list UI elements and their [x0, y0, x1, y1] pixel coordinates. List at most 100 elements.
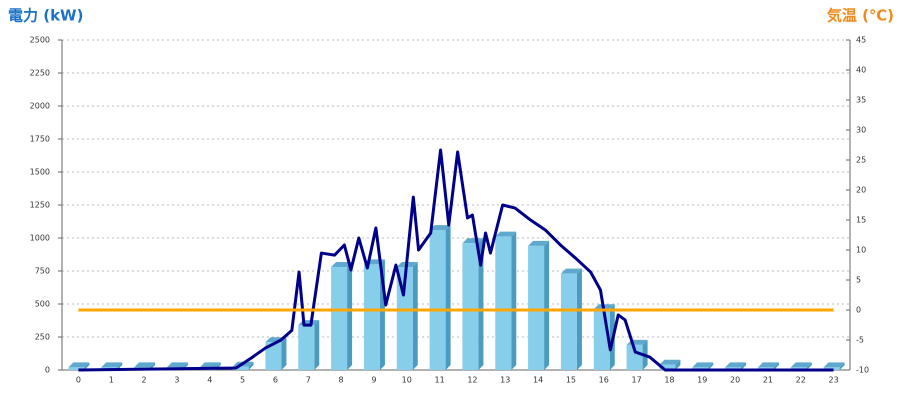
- bar: [429, 225, 451, 370]
- y2-tick-label: 30: [856, 126, 866, 135]
- bar-top: [528, 240, 550, 246]
- x-tick-label: 18: [664, 376, 674, 385]
- bar-top: [199, 362, 221, 368]
- bar-front: [528, 245, 545, 370]
- bar-front: [462, 243, 479, 370]
- bar: [560, 268, 582, 370]
- bar-side: [412, 262, 418, 370]
- x-tick-label: 2: [142, 376, 147, 385]
- bar-top: [331, 262, 353, 268]
- y-tick-label: 2000: [30, 102, 50, 111]
- x-tick-label: 1: [109, 376, 114, 385]
- bar-top: [560, 268, 582, 274]
- x-tick-label: 21: [763, 376, 773, 385]
- bar-side: [741, 362, 747, 370]
- bar: [659, 359, 681, 370]
- bar-front: [659, 364, 676, 370]
- y2-tick-label: 45: [856, 36, 866, 45]
- x-tick-label: 11: [434, 376, 444, 385]
- bar-side: [314, 320, 320, 370]
- bar-side: [84, 362, 90, 370]
- y-tick-label: 1250: [30, 201, 50, 210]
- bar-top: [134, 362, 156, 368]
- x-tick-label: 5: [240, 376, 245, 385]
- y-tick-label: 750: [35, 267, 50, 276]
- y2-tick-label: 15: [856, 216, 866, 225]
- bar-front: [363, 264, 380, 370]
- y-tick-label: 500: [35, 300, 50, 309]
- x-tick-label: 19: [697, 376, 707, 385]
- bar-side: [576, 268, 582, 370]
- y2-tick-label: 0: [856, 306, 861, 315]
- bar-top: [659, 359, 681, 365]
- bar-side: [675, 359, 681, 370]
- bar-front: [265, 342, 282, 370]
- y2-tick-label: 35: [856, 96, 866, 105]
- x-tick-label: 0: [76, 376, 81, 385]
- y2-tick-label: 5: [856, 276, 861, 285]
- x-tick-label: 6: [273, 376, 278, 385]
- x-tick-label: 14: [533, 376, 543, 385]
- bar-side: [248, 361, 254, 370]
- x-tick-label: 15: [566, 376, 576, 385]
- bar-side: [806, 362, 812, 370]
- y-tick-label: 0: [45, 366, 50, 375]
- bar: [298, 320, 320, 370]
- bar-side: [544, 240, 550, 370]
- bar-front: [298, 325, 315, 370]
- y2-tick-label: -5: [856, 336, 864, 345]
- x-tick-label: 20: [730, 376, 740, 385]
- bar-top: [790, 362, 812, 368]
- bar-top: [495, 231, 517, 237]
- y2-axis-title: 気温 (℃): [827, 7, 894, 25]
- bar-top: [68, 362, 90, 368]
- bar-front: [232, 366, 249, 370]
- y-axis-title: 電力 (kW): [8, 7, 83, 25]
- y2-tick-label: -10: [856, 366, 869, 375]
- x-tick-label: 4: [207, 376, 212, 385]
- bar-side: [281, 337, 287, 370]
- bar: [331, 262, 353, 370]
- bar: [528, 240, 550, 370]
- bar-side: [839, 362, 845, 370]
- bar-top: [725, 362, 747, 368]
- line: [78, 148, 834, 372]
- bar-front: [626, 344, 643, 370]
- x-tick-label: 7: [306, 376, 311, 385]
- bar-front: [495, 236, 512, 370]
- y-tick-label: 1500: [30, 168, 50, 177]
- bar-side: [511, 231, 517, 370]
- y-tick-label: 2500: [30, 36, 50, 45]
- y-tick-label: 2250: [30, 69, 50, 78]
- y-tick-label: 1000: [30, 234, 50, 243]
- bar-front: [331, 267, 348, 370]
- bar-side: [708, 362, 714, 370]
- bar-side: [445, 225, 451, 370]
- bar-side: [773, 362, 779, 370]
- bar-front: [429, 230, 446, 370]
- x-tick-label: 10: [402, 376, 412, 385]
- bar-front: [560, 273, 577, 370]
- x-tick-label: 12: [467, 376, 477, 385]
- y-tick-label: 250: [35, 333, 50, 342]
- x-tick-label: 13: [500, 376, 510, 385]
- bar-top: [429, 225, 451, 231]
- bar: [495, 231, 517, 370]
- y-tick-label: 1750: [30, 135, 50, 144]
- y2-tick-label: 10: [856, 246, 866, 255]
- x-tick-label: 22: [796, 376, 806, 385]
- x-tick-label: 9: [371, 376, 376, 385]
- bar: [68, 362, 90, 370]
- bar-side: [347, 262, 353, 370]
- bar: [593, 304, 615, 370]
- x-tick-label: 3: [174, 376, 179, 385]
- x-tick-label: 8: [339, 376, 344, 385]
- bar-top: [166, 362, 188, 368]
- bar-front: [68, 367, 85, 370]
- x-tick-label: 23: [828, 376, 838, 385]
- y2-tick-label: 40: [856, 66, 866, 75]
- bar-top: [757, 362, 779, 368]
- y2-tick-label: 25: [856, 156, 866, 165]
- y2-tick-label: 20: [856, 186, 866, 195]
